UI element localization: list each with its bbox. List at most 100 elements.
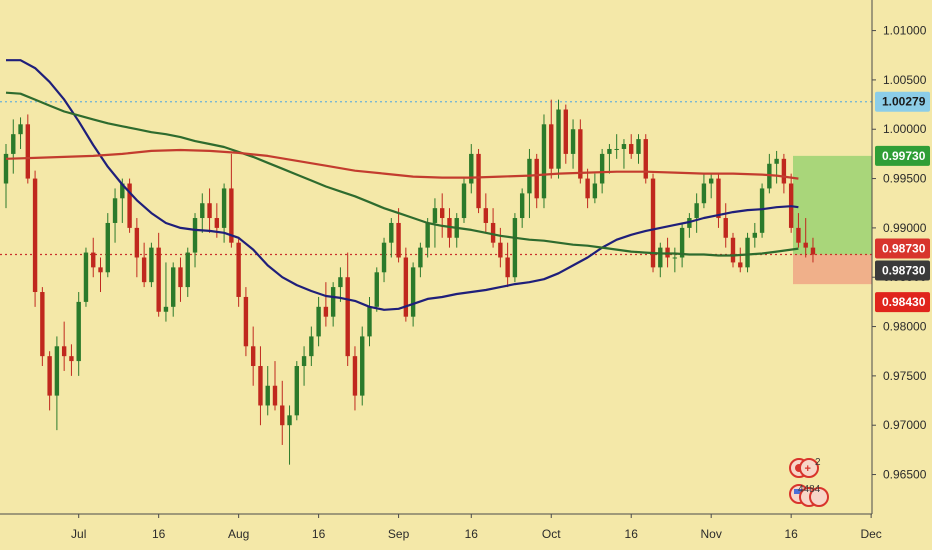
candle-body-50 [367, 306, 372, 337]
candle-body-107 [781, 158, 787, 184]
candle-body-69 [505, 257, 510, 278]
candle-body-55 [403, 257, 409, 317]
candle-body-109 [796, 227, 801, 243]
candle-body-8 [61, 346, 67, 357]
price-badges: 1.00279 0.99730 0.98730 0.98730 0.98430 [875, 91, 930, 313]
candle-body-83 [607, 148, 612, 154]
candle-body-27 [200, 203, 205, 219]
candle-body-6 [47, 356, 52, 396]
x-tick-label-4: Sep [388, 527, 410, 541]
x-tick-label-10: Dec [860, 527, 881, 541]
candle-body-31 [229, 188, 234, 243]
price-badge-label-4: 0.98430 [882, 295, 926, 309]
candle-body-63 [461, 183, 467, 219]
candle-body-76 [556, 109, 561, 169]
candle-body-22 [163, 306, 169, 312]
zone-0 [793, 155, 872, 255]
candle-body-30 [221, 188, 227, 228]
y-tick-label-7: 1.00000 [883, 122, 927, 136]
candle-body-67 [490, 222, 496, 243]
axes [0, 0, 873, 515]
x-tick-label-6: Oct [542, 527, 561, 541]
dividend-icon-flag [794, 489, 803, 494]
candle-body-9 [69, 356, 74, 362]
candle-body-25 [185, 252, 190, 288]
candle-body-19 [141, 257, 147, 283]
y-tick-label-1: 0.97000 [883, 418, 927, 432]
event-counter: 4484 [798, 484, 821, 495]
candle-body-39 [287, 415, 292, 426]
candle-body-60 [440, 208, 445, 219]
candle-body-71 [519, 193, 525, 219]
candle-body-37 [272, 385, 278, 406]
candle-body-100 [730, 237, 736, 263]
candle-body-36 [265, 385, 270, 406]
ma-line-1 [5, 91, 799, 257]
candle-body-82 [599, 153, 605, 184]
candle-body-89 [650, 178, 656, 268]
price-badge-label-1: 0.99730 [882, 149, 926, 163]
candle-body-92 [672, 257, 678, 259]
x-tick-label-2: Aug [228, 527, 249, 541]
y-tick-label-0: 0.96500 [883, 468, 927, 482]
candle-body-42 [309, 336, 314, 357]
candle-body-75 [549, 124, 554, 169]
candle-body-34 [250, 346, 256, 367]
candle-body-103 [752, 232, 758, 238]
candle-body-70 [512, 218, 518, 278]
candle-body-110 [803, 242, 808, 248]
candle-body-106 [774, 158, 779, 164]
price-axis[interactable]: 0.965000.970000.975000.980000.985000.990… [872, 24, 927, 482]
candle-body-33 [243, 296, 249, 347]
event-flag-cross-icon: + [805, 463, 811, 475]
candle-body-52 [381, 242, 387, 273]
candle-body-78 [570, 129, 576, 154]
candle-body-53 [389, 222, 394, 243]
candle-body-44 [323, 306, 329, 317]
y-tick-label-9: 1.01000 [883, 24, 927, 38]
candle-body-4 [32, 178, 38, 293]
candle-body-35 [258, 366, 263, 406]
candle-body-14 [105, 222, 110, 273]
time-axis[interactable]: Jul 16 Aug 16 Sep 16 Oct 16 Nov 16 Dec [71, 514, 882, 541]
x-tick-label-9: 16 [784, 527, 798, 541]
candle-body-102 [745, 237, 750, 268]
x-tick-label-5: 16 [465, 527, 479, 541]
candle-body-51 [374, 272, 379, 307]
candle-body-81 [592, 183, 598, 199]
candle-body-11 [83, 252, 89, 302]
candle-body-10 [76, 301, 81, 362]
candle-body-23 [171, 267, 176, 307]
candle-body-16 [120, 183, 125, 199]
candle-body-49 [360, 336, 365, 396]
candle-body-54 [396, 222, 401, 258]
candle-body-68 [498, 242, 503, 258]
x-tick-label-0: Jul [71, 527, 86, 541]
earnings-icon-2[interactable] [809, 487, 829, 507]
candle-body-99 [723, 218, 728, 238]
candle-body-3 [25, 124, 31, 179]
candle-body-85 [621, 144, 627, 149]
y-tick-label-5: 0.99000 [883, 221, 927, 235]
moving-averages [5, 59, 799, 311]
event-icons[interactable]: + 2 4484 [789, 457, 829, 507]
candle-body-47 [345, 277, 350, 357]
ma-line-0 [6, 59, 799, 311]
candle-body-90 [658, 247, 663, 268]
y-tick-label-6: 0.99500 [883, 172, 927, 186]
y-tick-label-8: 1.00500 [883, 73, 927, 87]
candle-body-40 [294, 366, 299, 416]
x-tick-label-1: 16 [152, 527, 166, 541]
candle-body-2 [18, 124, 23, 135]
candle-body-21 [156, 247, 161, 312]
event-flag-icon-2[interactable] [799, 458, 819, 478]
price-badge-bg-2 [875, 238, 930, 259]
candle-body-95 [694, 203, 699, 219]
candle-body-74 [541, 124, 547, 199]
candle-body-87 [636, 139, 641, 154]
candle-body-18 [134, 227, 140, 258]
candle-body-58 [425, 222, 430, 248]
